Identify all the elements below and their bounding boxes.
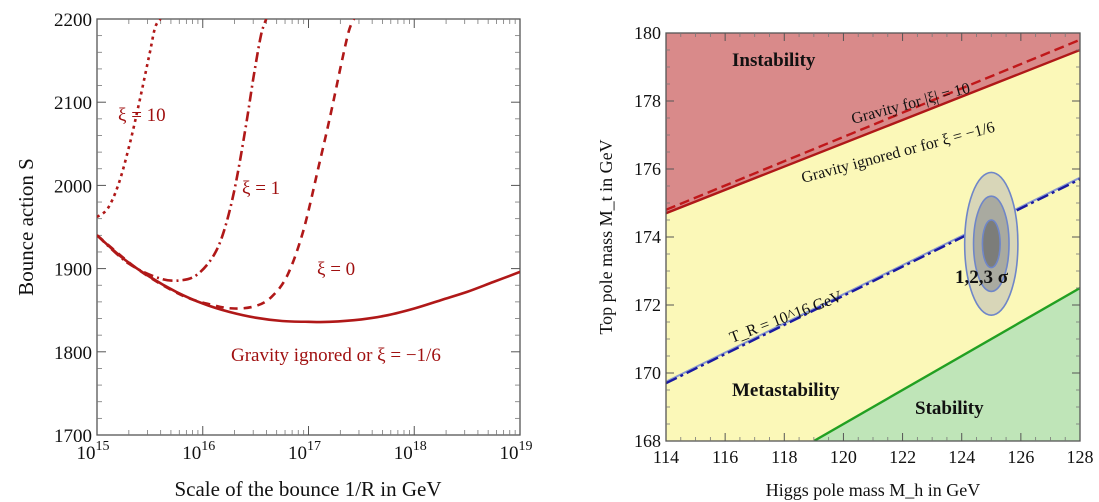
left-y-tick-label: 2000: [54, 176, 92, 197]
right-line-0: [666, 48, 1080, 215]
left-x-axis-label: Scale of the bounce 1/R in GeV: [174, 477, 441, 501]
left-plot-frame: [96, 18, 521, 436]
left-x-tick-label: 1017: [288, 439, 321, 464]
left-series-line-3: [97, 19, 162, 219]
right-y-axis-label: Top pole mass M_t in GeV: [596, 139, 616, 334]
right-y-tick-label: 178: [634, 91, 661, 111]
right-x-tick-label: 118: [771, 447, 797, 467]
region-label-metastability: Metastability: [732, 380, 840, 401]
confidence-ellipse-1sigma: [981, 219, 1001, 269]
right-y-tick-label: 174: [634, 227, 661, 247]
region-label-instability: Instability: [732, 50, 816, 71]
right-x-tick-label: 114: [653, 447, 679, 467]
left-y-tick-label: 2200: [54, 10, 92, 31]
left-series-group: [97, 19, 520, 324]
ellipse-label: 1,2,3 σ: [955, 267, 1009, 288]
right-line-3: [813, 286, 1080, 441]
left-annotation-gravity-ignored: Gravity ignored or ξ = −1/6: [231, 345, 441, 366]
left-y-tick-label: 1900: [54, 260, 92, 281]
left-y-tick-label: 1800: [54, 343, 92, 364]
right-y-tick-label: 180: [634, 23, 661, 43]
left-chart: 1700 1800 1900 2000 2100 2200 1015 1016 1017 1018…: [14, 10, 533, 501]
right-x-tick-label: 124: [948, 447, 975, 467]
left-x-tick-label: 1018: [394, 439, 427, 464]
right-x-tick-label: 122: [889, 447, 916, 467]
left-y-axis-label: Bounce action S: [14, 158, 38, 296]
left-series-line-2: [97, 19, 268, 283]
right-x-tick-label: 126: [1007, 447, 1034, 467]
right-x-tick-label: 116: [712, 447, 738, 467]
left-y-tick-label: 1700: [54, 426, 92, 447]
left-x-tick-label: 1015: [77, 439, 110, 464]
left-x-tick-label: 1019: [500, 439, 533, 464]
right-y-tick-label: 176: [634, 159, 661, 179]
region-label-stability: Stability: [915, 398, 984, 419]
left-series-line-1: [97, 19, 356, 310]
left-y-tick-label: 2100: [54, 93, 92, 114]
right-y-tick-label: 170: [634, 363, 661, 383]
left-x-tick-label: 1016: [182, 439, 215, 464]
left-annotation-xi10: ξ = 10: [118, 105, 166, 126]
left-annotation-xi0: ξ = 0: [317, 259, 355, 280]
right-y-tick-label: 168: [634, 431, 661, 451]
right-x-tick-label: 120: [830, 447, 857, 467]
right-y-tick-label: 172: [634, 295, 661, 315]
right-x-axis-label: Higgs pole mass M_h in GeV: [766, 480, 981, 500]
right-chart: 114 116 118 120 122 124 126 128 168 170 172 174 176 1…: [596, 23, 1094, 500]
right-axis-ticks: 114 116 118 120 122 124 126 128 168 170 172 174 176 1…: [634, 23, 1094, 467]
right-ellipse-group: [963, 171, 1019, 316]
left-annotation-xi1: ξ = 1: [242, 178, 280, 199]
right-x-tick-label: 128: [1067, 447, 1094, 467]
